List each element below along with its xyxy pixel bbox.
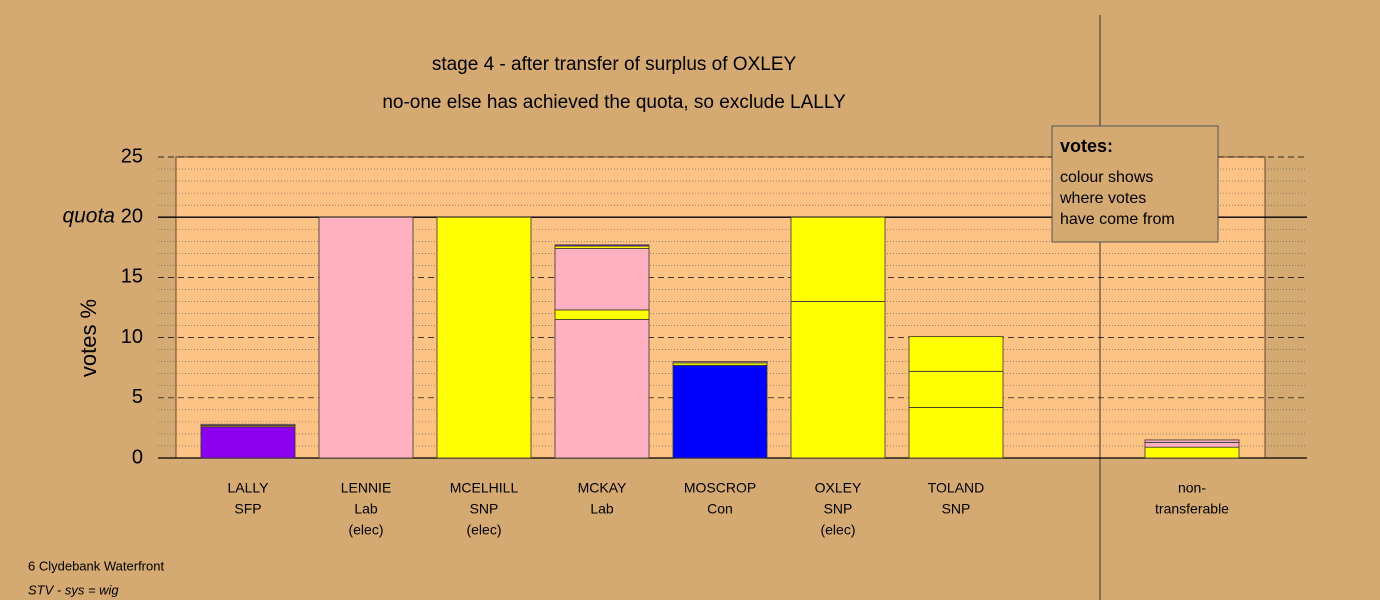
x-tick-label: Lab xyxy=(354,501,378,517)
x-tick-label: (elec) xyxy=(348,522,383,538)
x-tick-label: transferable xyxy=(1155,501,1229,517)
bar-segment xyxy=(908,335,1004,372)
x-tick-label: TOLAND xyxy=(928,480,985,496)
x-tick-label: MCELHILL xyxy=(450,480,519,496)
bar-segment xyxy=(672,364,768,459)
bar-segment xyxy=(200,426,296,459)
bar-segment xyxy=(318,216,414,459)
x-tick-label: LENNIE xyxy=(341,480,392,496)
x-tick-label: SNP xyxy=(470,501,499,517)
legend: votes: colour shows where votes have com… xyxy=(1051,125,1219,243)
legend-box xyxy=(1051,125,1219,243)
legend-text: colour shows xyxy=(1060,169,1153,186)
bar-segment xyxy=(1144,446,1240,459)
chart-subtitle: no-one else has achieved the quota, so e… xyxy=(382,92,846,113)
x-tick-label: SFP xyxy=(234,501,261,517)
x-tick-label: Lab xyxy=(590,501,614,517)
x-tick-label: MOSCROP xyxy=(684,480,756,496)
bar-segment xyxy=(790,216,886,302)
bar-segment xyxy=(554,319,650,459)
bars: LALLY SFP LENNIE Lab (elec) MCELHILL SNP (elec)… xyxy=(200,216,1240,538)
bar-segment xyxy=(672,361,768,364)
bar-segment xyxy=(1144,441,1240,448)
bar-segment xyxy=(554,244,650,247)
x-tick-label: (elec) xyxy=(466,522,501,538)
legend-text: where votes xyxy=(1059,190,1146,207)
y-tick-label: 15 xyxy=(121,266,143,288)
y-tick-label: 0 xyxy=(132,446,143,468)
bar-segment xyxy=(554,309,650,320)
legend-text: have come from xyxy=(1060,211,1175,228)
chart-title: stage 4 - after transfer of surplus of O… xyxy=(432,54,797,75)
x-tick-label: non- xyxy=(1178,480,1206,496)
x-tick-label: OXLEY xyxy=(815,480,862,496)
footer: 6 Clydebank Waterfront xyxy=(28,558,164,573)
bar-segment xyxy=(200,423,296,426)
bar-segment xyxy=(908,407,1004,459)
y-axis-label: votes % xyxy=(76,299,101,377)
x-tick-label: SNP xyxy=(942,501,971,517)
x-tick-label: MCKAY xyxy=(578,480,627,496)
bar-segment xyxy=(554,248,650,311)
bar-segment xyxy=(436,216,532,459)
legend-title: votes: xyxy=(1060,136,1113,156)
x-tick-label: Con xyxy=(707,501,733,517)
quota-label: quota xyxy=(62,205,115,228)
bar-segment xyxy=(790,301,886,459)
y-tick-label: 10 xyxy=(121,326,143,348)
bar-segment xyxy=(1144,439,1240,443)
bar-segment xyxy=(908,370,1004,408)
y-tick-label: 5 xyxy=(132,386,143,408)
footer: STV - sys = wig xyxy=(28,582,119,597)
x-tick-label: (elec) xyxy=(820,522,855,538)
y-tick-label: 25 xyxy=(121,145,143,167)
x-tick-label: LALLY xyxy=(228,480,270,496)
x-tick-label: SNP xyxy=(824,501,853,517)
y-tick-label: 20 xyxy=(121,205,143,227)
